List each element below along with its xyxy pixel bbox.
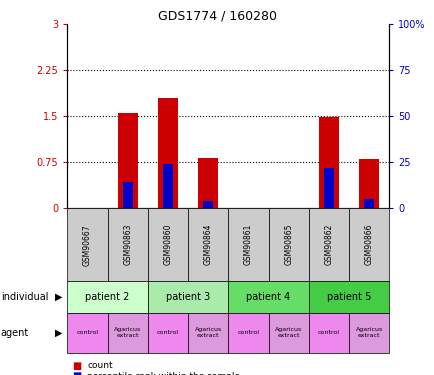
Bar <box>198 158 218 208</box>
Text: GSM90861: GSM90861 <box>243 224 253 266</box>
Text: patient 4: patient 4 <box>246 292 290 302</box>
Text: control: control <box>76 330 99 335</box>
Text: patient 2: patient 2 <box>85 292 130 302</box>
Text: Agaricus
extract: Agaricus extract <box>355 327 382 338</box>
Text: ■: ■ <box>72 361 81 370</box>
Text: GDS1774 / 160280: GDS1774 / 160280 <box>158 9 276 22</box>
Bar <box>318 117 338 208</box>
Bar <box>158 98 178 208</box>
Text: ▶: ▶ <box>55 292 62 302</box>
Bar <box>323 168 333 208</box>
Bar <box>163 164 173 208</box>
Bar <box>118 113 138 208</box>
Text: agent: agent <box>1 328 29 338</box>
Text: Agaricus
extract: Agaricus extract <box>194 327 221 338</box>
Text: ▶: ▶ <box>55 328 62 338</box>
Text: GSM90866: GSM90866 <box>364 224 373 266</box>
Text: GSM90667: GSM90667 <box>83 224 92 266</box>
Bar <box>363 199 373 208</box>
Text: Agaricus
extract: Agaricus extract <box>114 327 141 338</box>
Text: patient 5: patient 5 <box>326 292 371 302</box>
Text: percentile rank within the sample: percentile rank within the sample <box>87 372 240 375</box>
Bar <box>122 182 132 208</box>
Text: Agaricus
extract: Agaricus extract <box>274 327 302 338</box>
Bar <box>203 201 213 208</box>
Text: patient 3: patient 3 <box>166 292 210 302</box>
Text: GSM90865: GSM90865 <box>283 224 293 266</box>
Text: control: control <box>157 330 179 335</box>
Text: count: count <box>87 361 112 370</box>
Bar <box>358 159 378 208</box>
Text: ■: ■ <box>72 371 81 375</box>
Text: individual: individual <box>1 292 48 302</box>
Text: control: control <box>317 330 339 335</box>
Text: GSM90860: GSM90860 <box>163 224 172 266</box>
Text: GSM90864: GSM90864 <box>203 224 212 266</box>
Text: control: control <box>237 330 259 335</box>
Text: GSM90862: GSM90862 <box>324 224 333 266</box>
Text: GSM90863: GSM90863 <box>123 224 132 266</box>
